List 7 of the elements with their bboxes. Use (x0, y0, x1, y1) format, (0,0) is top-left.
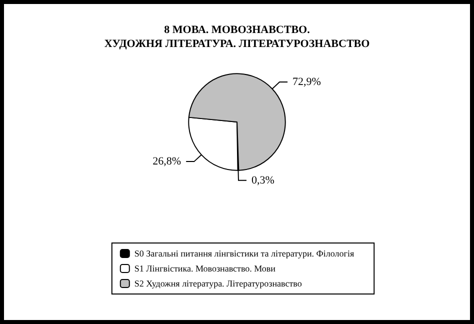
legend-label: S2 Художня література. Літературознавство (134, 278, 302, 288)
data-label: 26,8% (152, 156, 182, 168)
data-label: 0,3% (251, 174, 274, 186)
legend-label: S1 Лінгвістика. Мовознавство. Мови (134, 264, 276, 274)
legend-label: S0 Загальні питання лінгвістики та літератури. Філологія (134, 248, 354, 258)
data-label: 72,9% (292, 76, 321, 88)
chart-title: 8 МОВА. МОВОЗНАВСТВО. ХУДОЖНЯ ЛІТЕРАТУРА. ЛІТЕРАТУРОЗНАВСТВО (104, 24, 370, 50)
